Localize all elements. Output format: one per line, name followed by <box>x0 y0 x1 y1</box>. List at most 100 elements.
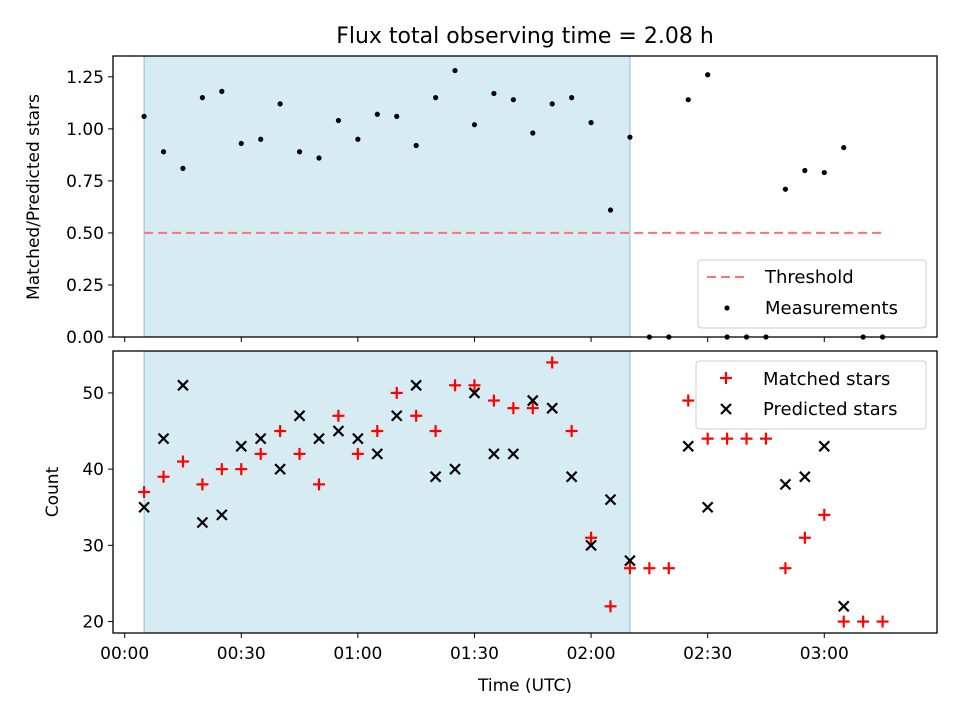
measurement-point <box>841 144 847 151</box>
predicted-star-marker <box>293 410 306 422</box>
measurement-point <box>277 101 283 107</box>
measurement-point <box>530 130 536 136</box>
measurement-point <box>141 113 147 119</box>
x-axis-title: Time (UTC) <box>477 676 572 696</box>
measurement-point <box>219 88 225 94</box>
measurement-point <box>802 167 808 174</box>
matched-star-marker <box>546 356 559 369</box>
bottom-x-axis: 00:00 00:30 01:00 01:30 02:00 02:30 03:00 <box>100 633 849 664</box>
top-y-tick-label: 1.00 <box>66 120 104 140</box>
matched-star-marker <box>429 425 442 438</box>
matched-star-marker <box>585 531 598 544</box>
predicted-star-marker <box>449 463 461 475</box>
top-plot-frame <box>112 55 938 338</box>
x-tick-label: 02:30 <box>683 644 732 664</box>
x-tick-label: 03:00 <box>800 644 849 664</box>
matched-star-marker <box>837 615 850 628</box>
matched-star-marker <box>701 432 714 445</box>
top-y-tick-label: 1.25 <box>66 68 104 88</box>
x-tick-label: 01:30 <box>450 644 499 664</box>
matched-star-marker <box>721 432 734 445</box>
top-panel: 0.00 0.25 0.50 0.75 1.00 1.25 Matched/Predict… <box>24 55 938 348</box>
matched-star-marker <box>254 447 267 460</box>
matched-star-marker <box>371 425 384 438</box>
bottom-shaded-span <box>143 350 631 634</box>
matched-star-marker <box>798 531 811 544</box>
measurement-point <box>316 155 322 161</box>
bottom-y-tick-label: 40 <box>82 460 104 480</box>
top-legend: Threshold Measurements <box>697 259 927 329</box>
matched-star-marker <box>643 562 656 575</box>
predicted-star-marker <box>157 432 170 445</box>
x-tick-label: 00:00 <box>100 644 149 664</box>
predicted-star-marker <box>624 554 636 567</box>
predicted-star-marker <box>177 379 189 392</box>
matched-star-marker <box>332 409 345 422</box>
top-y-tick-label: 0.00 <box>66 328 104 348</box>
matched-star-marker <box>449 379 462 392</box>
bottom-plot-frame <box>112 350 938 634</box>
measurement-point <box>355 136 361 142</box>
bottom-legend-box <box>695 360 927 430</box>
predicted-stars-points <box>138 379 850 613</box>
matched-star-marker <box>196 478 209 491</box>
top-y-tick-label: 0.25 <box>66 276 104 296</box>
matched-star-marker <box>604 600 617 613</box>
matched-star-marker <box>157 470 170 483</box>
predicted-star-marker <box>429 470 442 483</box>
measurement-point <box>258 136 264 142</box>
matched-star-marker <box>487 394 500 407</box>
measurement-point <box>413 142 419 149</box>
predicted-star-marker <box>604 493 617 506</box>
predicted-star-marker <box>546 402 558 414</box>
top-y-axis-title: Matched/Predicted stars <box>24 94 44 300</box>
predicted-star-marker <box>565 470 578 483</box>
matched-star-marker <box>468 379 481 392</box>
measurement-point <box>607 207 614 213</box>
predicted-star-marker <box>332 425 345 437</box>
measurement-point <box>374 111 380 117</box>
matched-star-marker <box>215 463 228 476</box>
legend-measurements-swatch <box>724 305 730 311</box>
predicted-star-marker <box>526 394 539 407</box>
top-x-ticks <box>124 337 825 342</box>
predicted-star-marker <box>585 539 597 552</box>
bottom-y-tick-label: 20 <box>82 613 104 633</box>
measurement-point <box>569 95 575 101</box>
measurement-points <box>141 67 886 340</box>
top-y-axis: 0.00 0.25 0.50 0.75 1.00 1.25 <box>66 68 113 348</box>
measurement-point <box>821 169 827 176</box>
measurement-point <box>199 95 205 101</box>
top-legend-box <box>697 259 927 329</box>
top-y-tick-label: 0.50 <box>66 224 104 244</box>
measurement-point <box>335 117 342 124</box>
predicted-star-marker <box>138 501 150 514</box>
matched-star-marker <box>235 463 248 476</box>
matched-star-marker <box>351 447 364 460</box>
x-tick-label: 01:00 <box>333 644 382 664</box>
legend-threshold-label: Threshold <box>764 267 854 288</box>
predicted-star-marker <box>390 410 403 422</box>
matched-star-marker <box>410 409 423 422</box>
matched-star-marker <box>779 562 792 575</box>
matched-star-marker <box>138 486 151 498</box>
x-tick-label: 00:30 <box>217 644 266 664</box>
matched-star-marker <box>274 425 287 438</box>
bottom-y-axis-title: Count <box>43 466 63 517</box>
predicted-star-marker <box>216 509 228 521</box>
predicted-star-marker <box>235 440 248 453</box>
measurement-point <box>452 67 458 74</box>
measurement-point <box>296 149 303 155</box>
measurement-point <box>238 140 244 147</box>
matched-star-marker <box>740 432 753 445</box>
matched-star-marker <box>293 447 306 460</box>
top-y-tick-label: 0.75 <box>66 172 104 192</box>
predicted-star-marker <box>254 432 267 445</box>
predicted-star-marker <box>352 432 364 445</box>
predicted-star-marker <box>799 470 811 483</box>
bottom-legend: Matched stars Predicted stars <box>695 360 927 430</box>
matched-star-marker <box>390 386 403 399</box>
measurement-point <box>160 149 167 155</box>
